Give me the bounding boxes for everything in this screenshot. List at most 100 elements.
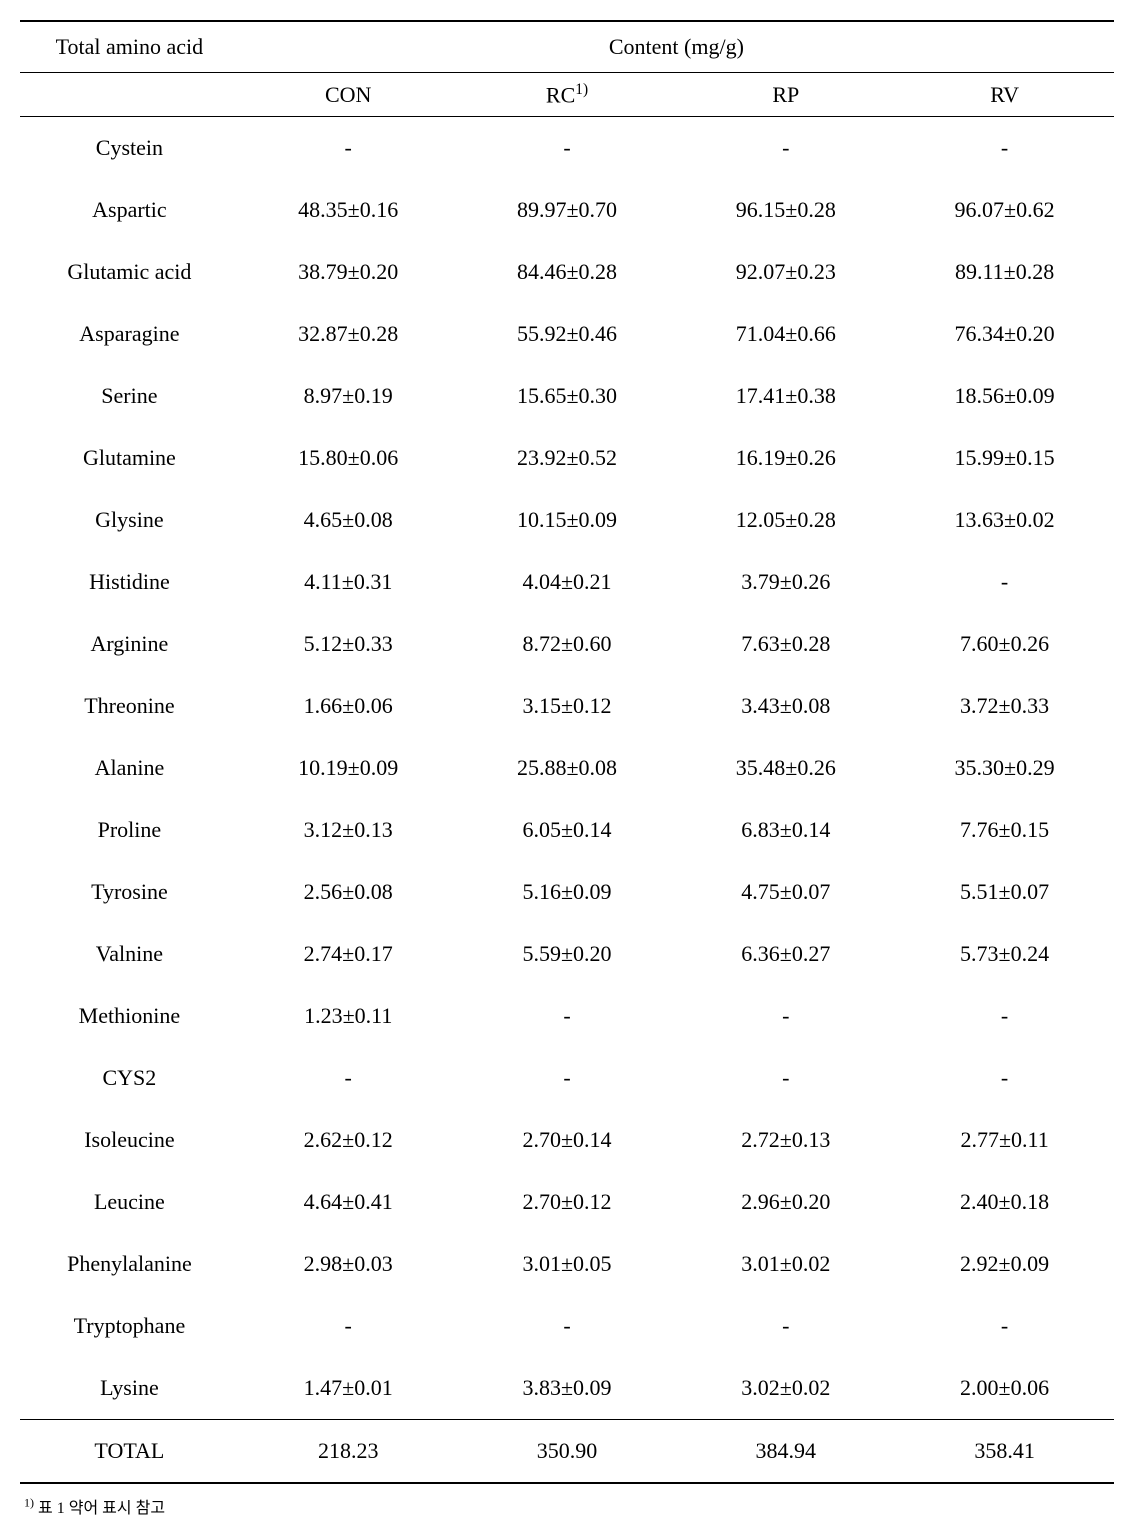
row-value: 96.15±0.28 (676, 179, 895, 241)
row-amino-name: Leucine (20, 1171, 239, 1233)
row-value: 2.96±0.20 (676, 1171, 895, 1233)
row-value: 12.05±0.28 (676, 489, 895, 551)
row-amino-name: Histidine (20, 551, 239, 613)
row-value: 2.77±0.11 (895, 1109, 1114, 1171)
total-label: TOTAL (20, 1420, 239, 1484)
row-value: - (676, 117, 895, 180)
row-amino-name: Isoleucine (20, 1109, 239, 1171)
row-value: 10.15±0.09 (458, 489, 677, 551)
row-value: 3.02±0.02 (676, 1357, 895, 1420)
row-amino-name: Tryptophane (20, 1295, 239, 1357)
row-value: 5.59±0.20 (458, 923, 677, 985)
row-value: 1.47±0.01 (239, 1357, 458, 1420)
table-row: Cystein---- (20, 117, 1114, 180)
subheader-con: CON (239, 73, 458, 117)
row-value: - (676, 985, 895, 1047)
row-value: 3.79±0.26 (676, 551, 895, 613)
row-value: 38.79±0.20 (239, 241, 458, 303)
row-value: - (458, 117, 677, 180)
row-value: 92.07±0.23 (676, 241, 895, 303)
footnote: 1) 표 1 약어 표시 참고 (20, 1494, 1114, 1518)
header-content-group: Content (mg/g) (239, 21, 1114, 73)
total-value-rv: 358.41 (895, 1420, 1114, 1484)
row-value: 5.16±0.09 (458, 861, 677, 923)
row-value: 15.80±0.06 (239, 427, 458, 489)
row-value: 15.99±0.15 (895, 427, 1114, 489)
row-value: 1.66±0.06 (239, 675, 458, 737)
row-value: 5.51±0.07 (895, 861, 1114, 923)
row-amino-name: Alanine (20, 737, 239, 799)
row-value: 71.04±0.66 (676, 303, 895, 365)
row-value: - (458, 1047, 677, 1109)
subheader-rc-superscript: 1) (575, 81, 588, 98)
table-row: Asparagine32.87±0.2855.92±0.4671.04±0.66… (20, 303, 1114, 365)
table-row: Histidine4.11±0.314.04±0.213.79±0.26- (20, 551, 1114, 613)
row-value: - (895, 1295, 1114, 1357)
row-value: 2.62±0.12 (239, 1109, 458, 1171)
row-amino-name: Threonine (20, 675, 239, 737)
table-row: Serine8.97±0.1915.65±0.3017.41±0.3818.56… (20, 365, 1114, 427)
table-row: Valnine2.74±0.175.59±0.206.36±0.275.73±0… (20, 923, 1114, 985)
row-value: - (895, 551, 1114, 613)
row-amino-name: Cystein (20, 117, 239, 180)
row-value: - (895, 985, 1114, 1047)
row-value: - (239, 1295, 458, 1357)
row-value: - (676, 1295, 895, 1357)
row-value: 5.73±0.24 (895, 923, 1114, 985)
row-value: 48.35±0.16 (239, 179, 458, 241)
row-value: - (458, 1295, 677, 1357)
row-amino-name: Serine (20, 365, 239, 427)
row-value: 3.72±0.33 (895, 675, 1114, 737)
footnote-superscript: 1) (24, 1496, 34, 1510)
row-value: 8.97±0.19 (239, 365, 458, 427)
table-row: Alanine10.19±0.0925.88±0.0835.48±0.2635.… (20, 737, 1114, 799)
row-value: 89.11±0.28 (895, 241, 1114, 303)
row-amino-name: Arginine (20, 613, 239, 675)
total-value-rp: 384.94 (676, 1420, 895, 1484)
table-row: Arginine5.12±0.338.72±0.607.63±0.287.60±… (20, 613, 1114, 675)
row-value: - (895, 1047, 1114, 1109)
table-row: Phenylalanine2.98±0.033.01±0.053.01±0.02… (20, 1233, 1114, 1295)
row-value: 4.04±0.21 (458, 551, 677, 613)
row-value: 6.36±0.27 (676, 923, 895, 985)
row-value: 16.19±0.26 (676, 427, 895, 489)
table-row: Aspartic48.35±0.1689.97±0.7096.15±0.2896… (20, 179, 1114, 241)
row-value: 32.87±0.28 (239, 303, 458, 365)
row-amino-name: Valnine (20, 923, 239, 985)
row-amino-name: Glutamine (20, 427, 239, 489)
table-subheader-row: CON RC1) RP RV (20, 73, 1114, 117)
table-row: Proline3.12±0.136.05±0.146.83±0.147.76±0… (20, 799, 1114, 861)
row-value: 84.46±0.28 (458, 241, 677, 303)
row-value: 2.98±0.03 (239, 1233, 458, 1295)
row-value: 7.76±0.15 (895, 799, 1114, 861)
table-header-row: Total amino acid Content (mg/g) (20, 21, 1114, 73)
row-value: 4.11±0.31 (239, 551, 458, 613)
row-value: 8.72±0.60 (458, 613, 677, 675)
total-row: TOTAL 218.23 350.90 384.94 358.41 (20, 1420, 1114, 1484)
row-value: 7.60±0.26 (895, 613, 1114, 675)
table-row: Lysine1.47±0.013.83±0.093.02±0.022.00±0.… (20, 1357, 1114, 1420)
row-value: 13.63±0.02 (895, 489, 1114, 551)
row-value: 6.83±0.14 (676, 799, 895, 861)
row-value: 2.56±0.08 (239, 861, 458, 923)
table-row: Glysine4.65±0.0810.15±0.0912.05±0.2813.6… (20, 489, 1114, 551)
table-row: Tyrosine2.56±0.085.16±0.094.75±0.075.51±… (20, 861, 1114, 923)
row-value: 2.72±0.13 (676, 1109, 895, 1171)
row-value: 3.83±0.09 (458, 1357, 677, 1420)
row-value: 2.70±0.14 (458, 1109, 677, 1171)
row-value: 3.12±0.13 (239, 799, 458, 861)
subheader-empty (20, 73, 239, 117)
row-amino-name: Tyrosine (20, 861, 239, 923)
row-value: 3.01±0.05 (458, 1233, 677, 1295)
row-value: 2.92±0.09 (895, 1233, 1114, 1295)
table-row: Methionine1.23±0.11--- (20, 985, 1114, 1047)
row-value: 4.64±0.41 (239, 1171, 458, 1233)
table-row: Tryptophane---- (20, 1295, 1114, 1357)
table-row: Threonine1.66±0.063.15±0.123.43±0.083.72… (20, 675, 1114, 737)
amino-acid-table: Total amino acid Content (mg/g) CON RC1)… (20, 20, 1114, 1484)
row-value: 76.34±0.20 (895, 303, 1114, 365)
row-value: - (458, 985, 677, 1047)
row-value: - (239, 117, 458, 180)
subheader-rc: RC1) (458, 73, 677, 117)
row-value: 2.70±0.12 (458, 1171, 677, 1233)
